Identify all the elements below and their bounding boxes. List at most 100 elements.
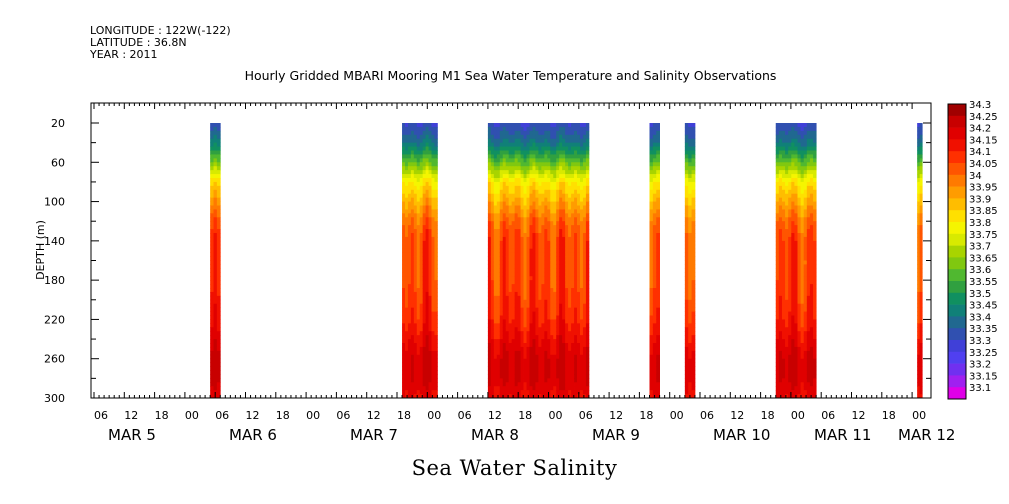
salinity-cell bbox=[526, 299, 530, 305]
salinity-cell bbox=[775, 130, 780, 136]
salinity-cell bbox=[550, 284, 554, 289]
salinity-cell bbox=[649, 288, 654, 293]
salinity-cell bbox=[431, 390, 435, 395]
salinity-cell bbox=[571, 272, 575, 277]
salinity-cell bbox=[649, 280, 654, 285]
salinity-cell bbox=[797, 288, 802, 293]
salinity-cell bbox=[210, 142, 214, 147]
salinity-cell bbox=[565, 264, 569, 269]
salinity-cell bbox=[496, 189, 501, 195]
salinity-cell bbox=[553, 142, 557, 147]
salinity-cell bbox=[535, 146, 539, 151]
salinity-cell bbox=[502, 390, 507, 395]
salinity-cell bbox=[520, 327, 524, 332]
salinity-cell bbox=[691, 217, 696, 222]
salinity-cell bbox=[577, 197, 581, 202]
salinity-cell bbox=[508, 209, 513, 214]
salinity-cell bbox=[788, 221, 792, 226]
salinity-cell bbox=[574, 264, 578, 269]
salinity-cell bbox=[582, 358, 587, 364]
salinity-cell bbox=[585, 209, 590, 214]
salinity-cell bbox=[532, 158, 536, 163]
salinity-cell bbox=[425, 138, 429, 144]
salinity-cell bbox=[649, 350, 654, 356]
salinity-cell bbox=[413, 291, 418, 297]
salinity-cell bbox=[544, 264, 548, 269]
salinity-cell bbox=[425, 240, 429, 246]
salinity-cell bbox=[523, 138, 527, 144]
salinity-cell bbox=[785, 170, 789, 175]
salinity-cell bbox=[579, 240, 584, 246]
salinity-cell bbox=[579, 374, 584, 379]
salinity-cell bbox=[550, 346, 554, 352]
salinity-cell bbox=[526, 130, 530, 136]
salinity-cell bbox=[775, 378, 780, 383]
salinity-cell bbox=[803, 276, 808, 281]
salinity-cell bbox=[813, 358, 817, 364]
salinity-cell bbox=[514, 354, 519, 360]
salinity-cell bbox=[538, 213, 542, 218]
salinity-cell bbox=[535, 323, 539, 328]
salinity-cell bbox=[585, 295, 590, 301]
salinity-cell bbox=[425, 311, 429, 316]
salinity-cell bbox=[511, 284, 516, 289]
salinity-cell bbox=[582, 170, 587, 175]
salinity-cell bbox=[794, 252, 798, 257]
salinity-cell bbox=[917, 225, 921, 230]
salinity-cell bbox=[788, 236, 792, 242]
salinity-cell bbox=[559, 217, 563, 222]
salinity-cell bbox=[785, 240, 789, 246]
salinity-cell bbox=[788, 386, 792, 391]
salinity-cell bbox=[778, 382, 783, 387]
salinity-cell bbox=[493, 303, 498, 309]
salinity-cell bbox=[550, 134, 554, 140]
salinity-cell bbox=[785, 299, 789, 305]
salinity-cell bbox=[526, 209, 530, 214]
salinity-cell bbox=[562, 362, 566, 367]
salinity-cell bbox=[213, 335, 218, 340]
salinity-cell bbox=[529, 126, 533, 132]
salinity-cell bbox=[652, 291, 657, 297]
salinity-cell bbox=[490, 213, 495, 218]
salinity-cell bbox=[405, 197, 409, 202]
salinity-cell bbox=[520, 217, 524, 222]
salinity-cell bbox=[813, 386, 817, 391]
salinity-cell bbox=[535, 386, 539, 391]
salinity-cell bbox=[775, 146, 780, 151]
salinity-cell bbox=[526, 319, 530, 324]
salinity-cell bbox=[579, 213, 584, 218]
salinity-cell bbox=[571, 209, 575, 214]
salinity-cell bbox=[652, 197, 657, 202]
salinity-cell bbox=[416, 327, 421, 332]
salinity-cell bbox=[577, 331, 581, 336]
salinity-cell bbox=[413, 130, 418, 136]
salinity-cell bbox=[535, 134, 539, 140]
salinity-cell bbox=[210, 170, 214, 175]
salinity-cell bbox=[571, 244, 575, 250]
salinity-cell bbox=[502, 189, 507, 195]
salinity-cell bbox=[550, 335, 554, 340]
salinity-cell bbox=[785, 284, 789, 289]
salinity-cell bbox=[553, 327, 557, 332]
salinity-cell bbox=[541, 240, 545, 246]
salinity-cell bbox=[684, 201, 689, 206]
salinity-cell bbox=[428, 276, 432, 281]
salinity-cell bbox=[688, 138, 692, 144]
salinity-cell bbox=[496, 138, 501, 144]
salinity-cell bbox=[508, 370, 513, 375]
salinity-cell bbox=[487, 260, 492, 265]
salinity-cell bbox=[559, 272, 563, 277]
salinity-cell bbox=[493, 378, 498, 383]
salinity-cell bbox=[505, 264, 510, 269]
salinity-cell bbox=[806, 264, 811, 269]
salinity-cell bbox=[785, 126, 789, 132]
salinity-cell bbox=[553, 276, 557, 281]
salinity-cell bbox=[781, 303, 786, 309]
salinity-cell bbox=[652, 146, 657, 151]
salinity-cell bbox=[577, 213, 581, 218]
salinity-cell bbox=[688, 225, 692, 230]
salinity-cell bbox=[778, 244, 783, 250]
salinity-cell bbox=[547, 134, 551, 140]
salinity-cell bbox=[425, 382, 429, 387]
salinity-cell bbox=[656, 170, 660, 175]
